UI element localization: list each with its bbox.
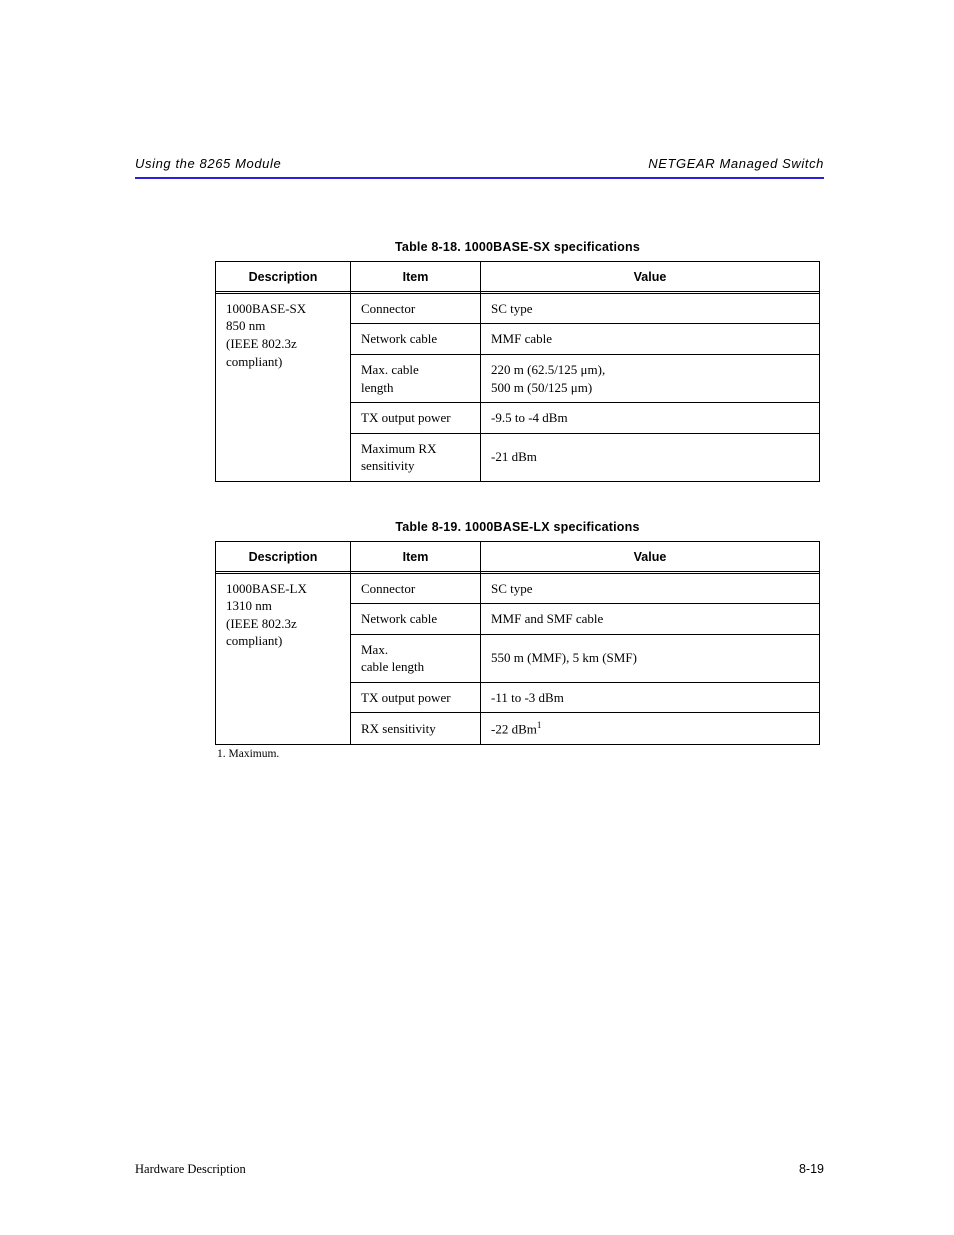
item-cell: TX output power <box>351 403 481 434</box>
table-8-18: Table 8-18. 1000BASE-SX specifications D… <box>215 240 820 482</box>
table-caption: Table 8-18. 1000BASE-SX specifications <box>215 240 820 254</box>
item-cell: Network cable <box>351 324 481 355</box>
value-cell: SC type <box>481 293 820 324</box>
table-body: 1000BASE-SX850 nm(IEEE 802.3zcompliant)C… <box>216 293 820 481</box>
table-caption: Table 8-19. 1000BASE-LX specifications <box>215 520 820 534</box>
item-cell: Maximum RXsensitivity <box>351 433 481 481</box>
value-cell: -11 to -3 dBm <box>481 682 820 713</box>
table-header-row: Description Item Value <box>216 262 820 294</box>
value-cell: MMF cable <box>481 324 820 355</box>
item-cell: Network cable <box>351 604 481 635</box>
value-cell: MMF and SMF cable <box>481 604 820 635</box>
item-cell: TX output power <box>351 682 481 713</box>
value-cell: -22 dBm1 <box>481 713 820 745</box>
header-right-text: NETGEAR Managed Switch <box>648 156 824 171</box>
value-cell: -9.5 to -4 dBm <box>481 403 820 434</box>
value-cell: SC type <box>481 573 820 604</box>
item-cell: RX sensitivity <box>351 713 481 745</box>
main-content: Table 8-18. 1000BASE-SX specifications D… <box>215 240 820 798</box>
item-cell: Max.cable length <box>351 634 481 682</box>
value-cell: -21 dBm <box>481 433 820 481</box>
table-row: 1000BASE-LX1310 nm(IEEE 802.3zcompliant)… <box>216 573 820 604</box>
item-cell: Max. cablelength <box>351 354 481 402</box>
value-cell: 220 m (62.5/125 μm),500 m (50/125 μm) <box>481 354 820 402</box>
col-item: Item <box>351 541 481 573</box>
col-description: Description <box>216 262 351 294</box>
table-body: 1000BASE-LX1310 nm(IEEE 802.3zcompliant)… <box>216 573 820 745</box>
header-left-text: Using the 8265 Module <box>135 156 281 171</box>
col-description: Description <box>216 541 351 573</box>
table-row: 1000BASE-SX850 nm(IEEE 802.3zcompliant)C… <box>216 293 820 324</box>
description-cell: 1000BASE-LX1310 nm(IEEE 802.3zcompliant) <box>216 573 351 745</box>
col-value: Value <box>481 541 820 573</box>
spec-table: Description Item Value 1000BASE-SX850 nm… <box>215 261 820 482</box>
header-divider <box>135 177 824 179</box>
running-header: Using the 8265 Module NETGEAR Managed Sw… <box>135 156 824 171</box>
page-footer: Hardware Description 8-19 <box>135 1162 824 1177</box>
item-cell: Connector <box>351 293 481 324</box>
value-cell: 550 m (MMF), 5 km (SMF) <box>481 634 820 682</box>
table-footnote: 1. Maximum. <box>217 748 820 760</box>
item-cell: Connector <box>351 573 481 604</box>
spec-table: Description Item Value 1000BASE-LX1310 n… <box>215 541 820 745</box>
col-value: Value <box>481 262 820 294</box>
description-cell: 1000BASE-SX850 nm(IEEE 802.3zcompliant) <box>216 293 351 481</box>
page-header: Using the 8265 Module NETGEAR Managed Sw… <box>135 156 824 179</box>
footer-page-number: 8-19 <box>799 1162 824 1177</box>
table-header-row: Description Item Value <box>216 541 820 573</box>
col-item: Item <box>351 262 481 294</box>
table-8-19: Table 8-19. 1000BASE-LX specifications D… <box>215 520 820 760</box>
footer-left: Hardware Description <box>135 1162 246 1177</box>
page: Using the 8265 Module NETGEAR Managed Sw… <box>0 0 954 1235</box>
